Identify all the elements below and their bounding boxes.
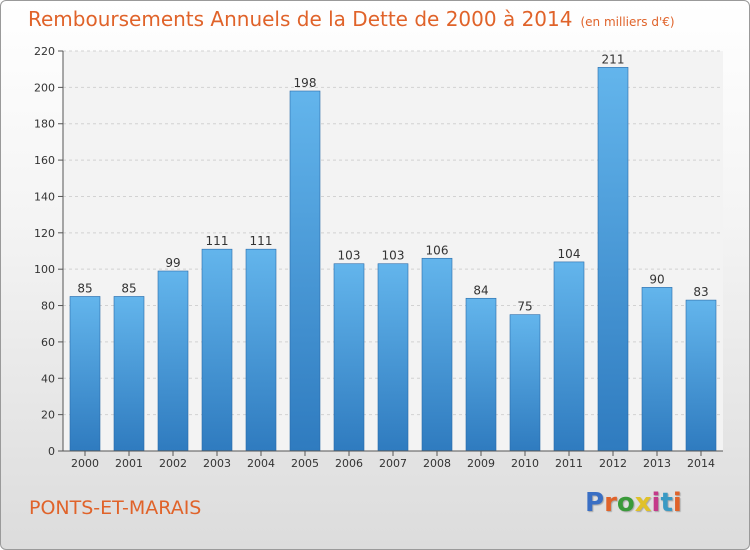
bars bbox=[69, 67, 717, 452]
bar-2006 bbox=[333, 263, 365, 452]
labels: 85 85 99 111 111 198 103 103 106 84 75 104 211 90 83 bbox=[77, 52, 708, 313]
logo-letter: P bbox=[585, 488, 605, 518]
x-tick-label-2003: 2003 bbox=[203, 457, 231, 470]
data-label-2002: 99 bbox=[165, 256, 180, 270]
data-label-2005: 198 bbox=[294, 76, 317, 90]
logo-letter: t bbox=[660, 488, 673, 518]
logo-letter: r bbox=[604, 488, 617, 518]
logo-letter: o bbox=[616, 488, 635, 518]
x-tick-label-2000: 2000 bbox=[71, 457, 99, 470]
x-tick-label-2001: 2001 bbox=[115, 457, 143, 470]
y-tick-label: 0 bbox=[48, 445, 55, 458]
chart-title-text: Remboursements Annuels de la Dette de 20… bbox=[28, 7, 573, 31]
bar-2009 bbox=[465, 297, 497, 452]
data-label-2010: 75 bbox=[517, 300, 532, 314]
x-tick-label-2004: 2004 bbox=[247, 457, 275, 470]
bar-2005 bbox=[289, 90, 321, 452]
bar-2012 bbox=[597, 67, 629, 452]
y-tick-label: 40 bbox=[41, 372, 55, 385]
y-tick-label: 220 bbox=[34, 45, 55, 58]
bar-2011 bbox=[553, 261, 585, 452]
y-tick-label: 60 bbox=[41, 336, 55, 349]
bar-2010 bbox=[509, 314, 541, 452]
x-tick-label-2014: 2014 bbox=[687, 457, 715, 470]
x-tick-label-2005: 2005 bbox=[291, 457, 319, 470]
data-label-2003: 111 bbox=[206, 234, 229, 248]
x-tick-label-2002: 2002 bbox=[159, 457, 187, 470]
bar-2000 bbox=[69, 296, 101, 452]
bar-2003 bbox=[201, 248, 233, 452]
data-label-2011: 104 bbox=[558, 247, 581, 261]
bar-2004 bbox=[245, 248, 277, 452]
data-label-2012: 211 bbox=[602, 52, 625, 66]
commune-name: PONTS-ET-MARAIS bbox=[29, 497, 202, 519]
data-label-2013: 90 bbox=[649, 272, 664, 286]
data-label-2001: 85 bbox=[121, 281, 136, 295]
bar-2007 bbox=[377, 263, 409, 452]
data-label-2007: 103 bbox=[382, 249, 405, 263]
x-tick-label-2012: 2012 bbox=[599, 457, 627, 470]
chart-title: Remboursements Annuels de la Dette de 20… bbox=[28, 7, 675, 31]
logo-letter: i bbox=[672, 488, 682, 518]
y-tick-label: 200 bbox=[34, 81, 55, 94]
y-tick-label: 120 bbox=[34, 227, 55, 240]
bar-2013 bbox=[641, 287, 673, 452]
axes: 0 20 40 60 80 100 120 140 160 180 200 220 2000 2001 20… bbox=[34, 45, 723, 470]
y-tick-label: 140 bbox=[34, 190, 55, 203]
x-tick-label-2013: 2013 bbox=[643, 457, 671, 470]
y-tick-label: 80 bbox=[41, 300, 55, 313]
x-tick-label-2011: 2011 bbox=[555, 457, 583, 470]
y-tick-label: 100 bbox=[34, 263, 55, 276]
proxiti-logo[interactable]: Proxiti bbox=[585, 488, 682, 518]
x-tick-label-2007: 2007 bbox=[379, 457, 407, 470]
bar-2002 bbox=[157, 270, 189, 452]
data-label-2009: 84 bbox=[473, 283, 488, 297]
bar-2014 bbox=[685, 299, 717, 452]
x-tick-label-2009: 2009 bbox=[467, 457, 495, 470]
logo-letter: i bbox=[651, 488, 661, 518]
data-label-2008: 106 bbox=[426, 243, 449, 257]
data-label-2014: 83 bbox=[693, 285, 708, 299]
chart-subtitle: (en milliers d'€) bbox=[580, 15, 675, 29]
bar-2008 bbox=[421, 257, 453, 452]
x-tick-label-2010: 2010 bbox=[511, 457, 539, 470]
x-tick-label-2006: 2006 bbox=[335, 457, 363, 470]
logo-letter: x bbox=[634, 488, 652, 518]
data-label-2004: 111 bbox=[250, 234, 273, 248]
data-label-2006: 103 bbox=[338, 249, 361, 263]
y-tick-label: 180 bbox=[34, 118, 55, 131]
bar-2001 bbox=[113, 296, 145, 452]
y-tick-label: 20 bbox=[41, 409, 55, 422]
y-tick-label: 160 bbox=[34, 154, 55, 167]
data-label-2000: 85 bbox=[77, 281, 92, 295]
x-tick-label-2008: 2008 bbox=[423, 457, 451, 470]
